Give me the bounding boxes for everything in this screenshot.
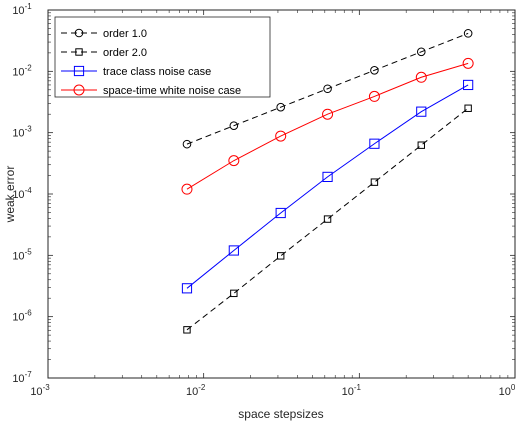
data-point [416,47,426,57]
legend-label: trace class noise case [103,66,211,78]
data-point [323,84,332,94]
y-tick-label: 10-4 [12,186,32,201]
axis-ticks [47,9,516,379]
legend-label: order 1.0 [103,28,147,40]
data-point [181,283,193,294]
legend: order 1.0 order 2.0 trace class noise case… [54,16,271,98]
series-line [186,62,469,190]
x-tick-label: 10-3 [30,383,50,398]
series-line [186,32,469,145]
series-space-time-white-noise-case [181,57,474,195]
series-trace-class-noise-case [181,79,474,294]
x-axis-label: space stepsizes [238,407,323,421]
data-point [417,141,425,149]
x-tick-label: 10-2 [186,383,206,398]
data-point [276,102,285,112]
legend-entry: order 1.0 [61,28,147,40]
y-tick-label: 10-1 [12,2,32,17]
data-point [463,29,473,38]
data-point [464,104,472,112]
legend-label: space-time white noise case [103,85,241,97]
legend-marker [73,84,85,96]
data-point [370,65,379,75]
legend-entry: order 2.0 [61,47,147,59]
x-tick-label: 100 [499,383,516,398]
data-point [416,106,427,117]
data-point [463,79,474,91]
data-point [230,289,238,298]
y-tick-label: 10-2 [12,63,32,78]
legend-marker [73,65,85,77]
y-tick-label: 10-7 [12,370,32,385]
y-axis-label: weak error [3,166,17,224]
data-point [323,215,332,223]
data-point [275,207,286,219]
y-tick-label: 10-3 [12,125,32,140]
data-point [181,183,193,195]
data-point [462,57,474,69]
data-point [228,155,240,167]
series-layer [181,29,474,334]
data-point [415,71,427,83]
series-order-2-0 [183,104,472,334]
data-point [322,171,333,183]
data-point [275,130,287,142]
legend-marker [75,48,83,56]
data-point [228,245,239,256]
data-point [276,252,285,260]
x-tick-label: 10-1 [342,383,362,398]
data-point [368,90,380,102]
data-point [182,139,192,149]
data-point [183,326,191,334]
axis-tick-labels: 10-3 10-2 10-1 100 10-7 10-6 10-5 10-4 10-3 10-2 1… [12,2,516,398]
series-line [186,84,469,289]
data-point [370,178,379,186]
legend-box [54,16,271,98]
data-point [229,121,239,130]
data-point [369,138,380,149]
data-point [322,108,334,120]
y-tick-label: 10-5 [12,247,32,262]
legend-entry: space-time white noise case [61,84,241,97]
legend-entry: trace class noise case [61,65,211,78]
legend-marker [74,28,84,38]
y-tick-label: 10-6 [12,309,32,324]
legend-label: order 2.0 [103,47,147,59]
series-order-1-0 [182,29,473,149]
